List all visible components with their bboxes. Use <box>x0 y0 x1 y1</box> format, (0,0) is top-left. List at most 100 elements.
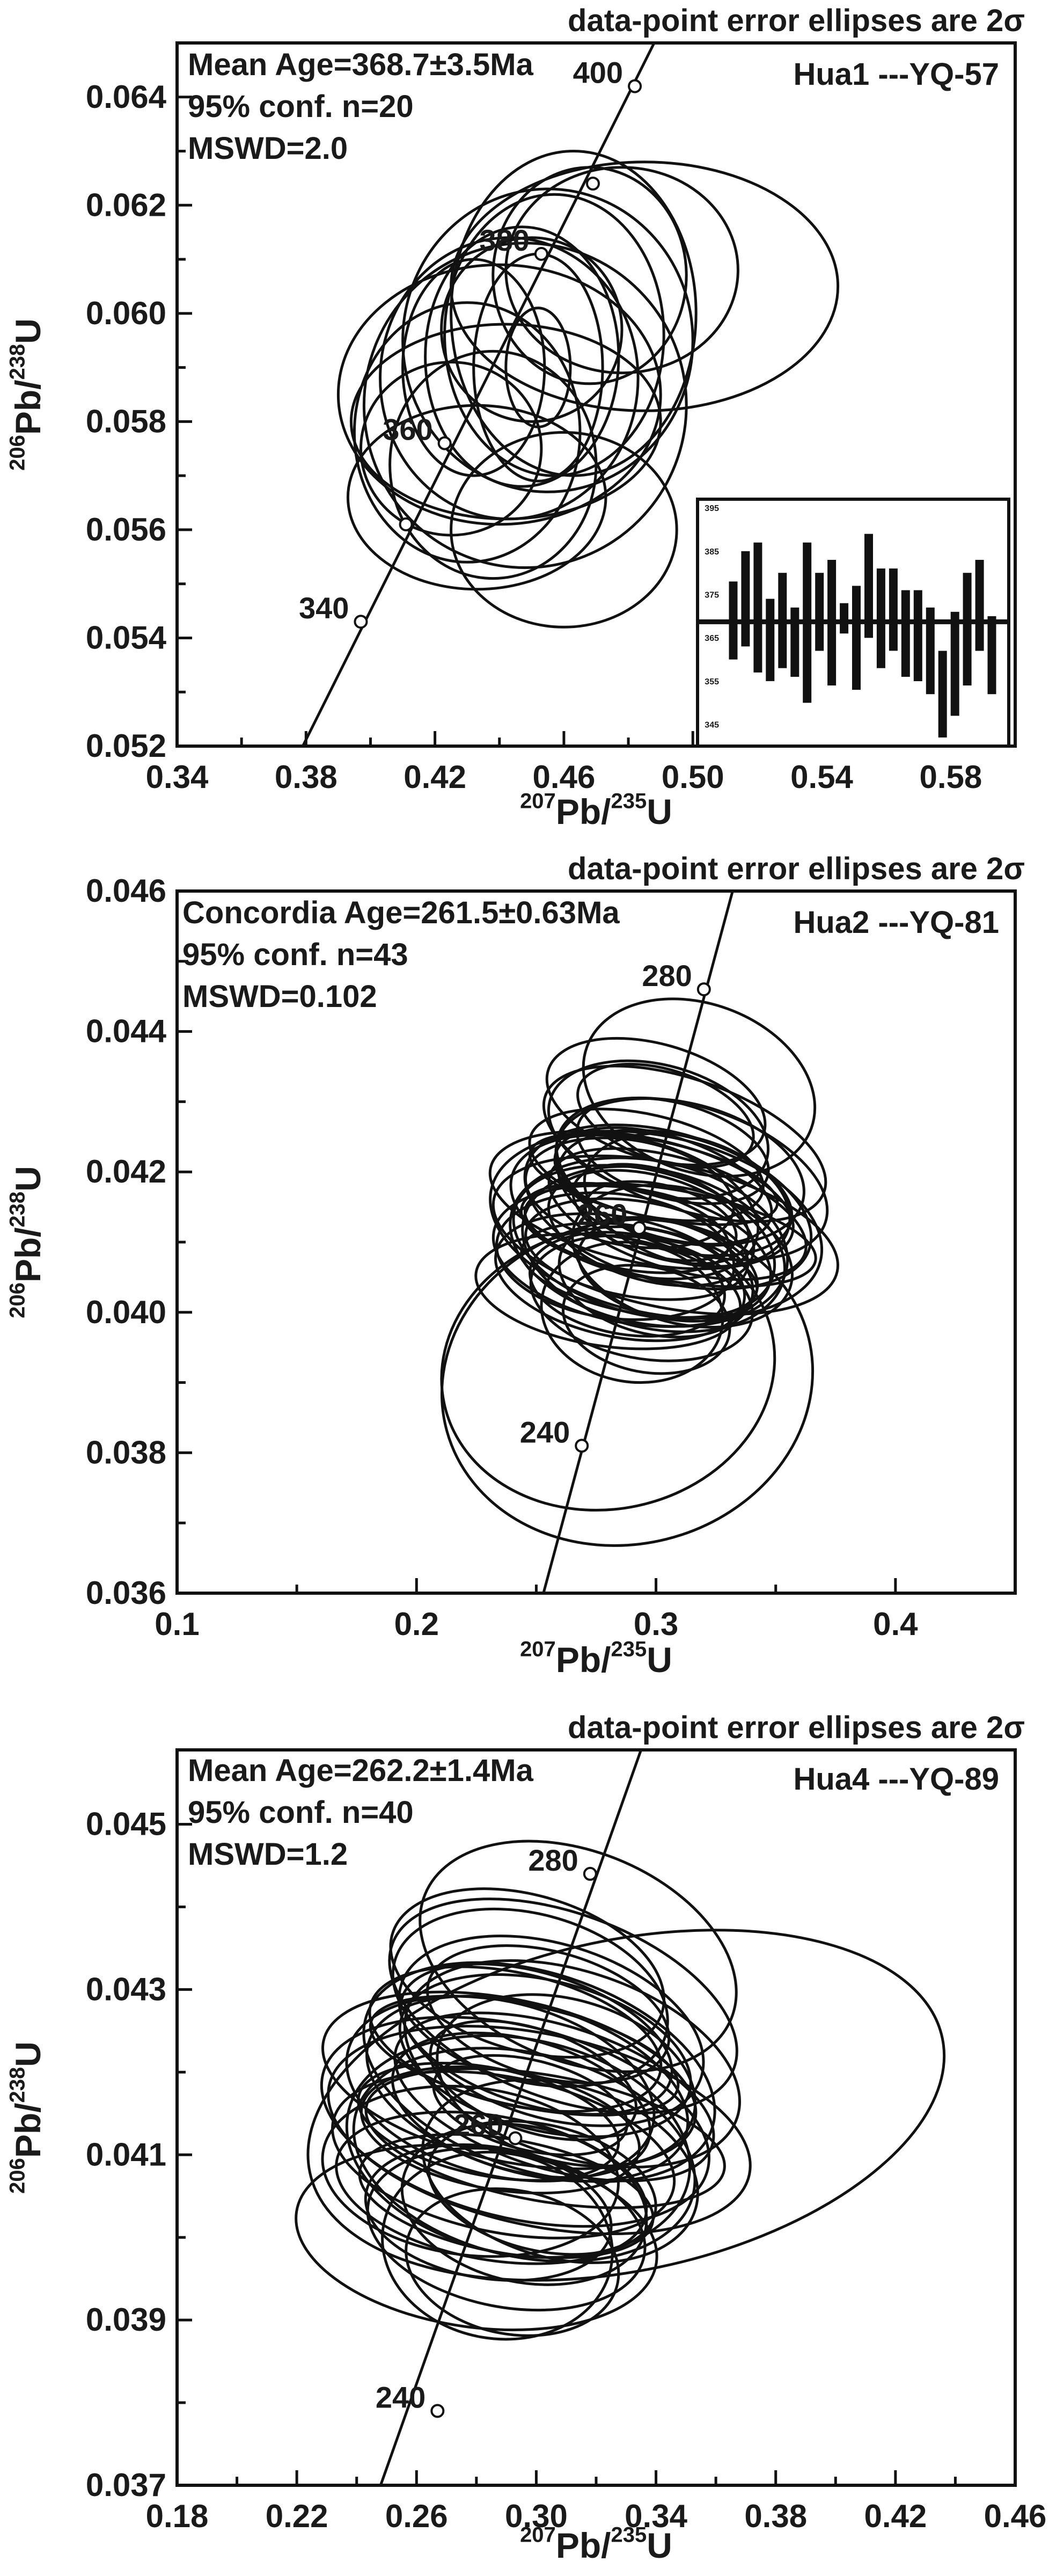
stat-line: 95% conf. n=20 <box>188 89 414 124</box>
x-tick-label: 0.2 <box>394 1606 439 1642</box>
sample-label: Hua2 ---YQ-81 <box>793 905 999 940</box>
chart-note: data-point error ellipses are 2σ <box>568 3 1025 38</box>
y-tick-label: 0.045 <box>86 1806 166 1842</box>
error-ellipse <box>357 2062 620 2182</box>
stat-line: 95% conf. n=40 <box>188 1795 414 1830</box>
error-ellipse <box>327 2025 752 2236</box>
concordia-age-label: 380 <box>479 223 529 257</box>
error-ellipse <box>492 166 688 385</box>
inset-bar <box>815 573 824 651</box>
error-ellipse <box>321 1990 698 2170</box>
y-tick-label: 0.040 <box>86 1294 166 1330</box>
error-ellipse <box>529 1234 754 1362</box>
error-ellipse <box>362 242 688 569</box>
error-ellipse <box>582 997 817 1178</box>
inset-bar <box>864 534 873 638</box>
error-ellipse <box>405 2187 620 2337</box>
inset-bar <box>901 590 910 677</box>
error-ellipse <box>571 1184 794 1329</box>
inset-bar <box>741 551 750 647</box>
error-ellipse <box>364 2143 613 2282</box>
y-tick-label: 0.060 <box>86 295 166 331</box>
x-tick-label: 0.54 <box>790 759 853 795</box>
concordia-age-marker <box>585 177 600 191</box>
y-tick-label: 0.052 <box>86 728 166 764</box>
concordia-age-marker <box>575 1439 589 1453</box>
error-ellipse <box>440 236 623 423</box>
error-ellipse <box>336 263 662 526</box>
x-tick-label: 0.22 <box>266 2498 328 2534</box>
error-ellipse <box>331 2070 676 2239</box>
concordia-age-marker <box>583 1866 597 1881</box>
error-ellipse <box>495 1191 736 1321</box>
error-ellipse <box>547 1059 770 1200</box>
inset-bar <box>913 590 922 681</box>
error-ellipse <box>388 349 598 580</box>
concordia-age-marker <box>508 2131 523 2146</box>
error-ellipse <box>429 2019 637 2142</box>
inset-bar <box>790 607 799 677</box>
inset-bar <box>753 542 762 673</box>
inset-bar <box>766 599 775 681</box>
chart-panel-hua2: 240 260 280 0.1 0.2 0.3 0.4 0.036 0.038 0.040 0.04… <box>5 851 1025 1680</box>
y-tick-label: 0.064 <box>86 79 167 115</box>
error-ellipse <box>529 1231 726 1338</box>
x-tick-label: 0.58 <box>919 759 982 795</box>
stat-line: MSWD=2.0 <box>188 131 348 166</box>
x-axis-label: 207Pb/235U <box>520 2523 672 2565</box>
inset-bar <box>926 607 935 695</box>
stat-line: MSWD=1.2 <box>188 1837 348 1872</box>
inset-bar <box>840 603 849 634</box>
error-ellipse <box>306 1929 946 2282</box>
x-tick-label: 0.18 <box>146 2498 209 2534</box>
y-axis-label: 206Pb/238U <box>5 318 48 471</box>
concordia-age-label: 360 <box>383 413 432 447</box>
x-tick-label: 0.30 <box>505 2498 568 2534</box>
x-axis-label: 207Pb/235U <box>520 789 672 831</box>
inset-bar <box>889 568 898 651</box>
inset-bar <box>876 568 885 668</box>
error-ellipse <box>443 193 665 477</box>
error-ellipse <box>398 1935 705 2127</box>
inset-tick-label: 395 <box>705 504 719 513</box>
ellipse-group <box>440 997 839 1547</box>
concordia-age-marker <box>632 1221 647 1235</box>
sample-label: Hua4 ---YQ-89 <box>793 1762 999 1797</box>
x-axis-label: 207Pb/235U <box>520 1637 672 1680</box>
inset-bar <box>975 560 984 651</box>
inset-bar <box>987 616 996 695</box>
stat-line: Concordia Age=261.5±0.63Ma <box>182 895 620 930</box>
y-tick-label: 0.046 <box>86 873 166 909</box>
inset-tick-label: 365 <box>705 634 719 643</box>
stat-line: Mean Age=368.7±3.5Ma <box>188 47 534 82</box>
inset-tick-label: 385 <box>705 548 719 557</box>
chart-panel-hua1: 340 360 380 400 0.34 0.38 0.42 0.46 0.50 0.54 0.58… <box>5 3 1025 831</box>
concordia-curve <box>379 1750 643 2485</box>
error-ellipse <box>524 1136 735 1250</box>
inset-bar <box>938 651 947 738</box>
concordia-age-marker <box>696 982 711 997</box>
x-tick-label: 0.1 <box>155 1606 199 1642</box>
x-tick-label: 0.38 <box>275 759 338 795</box>
y-tick-label: 0.054 <box>86 619 167 655</box>
inset-tick-label: 375 <box>705 591 719 600</box>
error-ellipse <box>440 1218 815 1547</box>
concordia-group <box>302 43 656 746</box>
error-ellipse <box>436 1993 697 2168</box>
y-tick-label: 0.056 <box>86 512 166 548</box>
concordia-age-label: 280 <box>528 1843 578 1877</box>
concordia-age-label: 260 <box>577 1198 627 1231</box>
y-tick-label: 0.041 <box>86 2136 166 2172</box>
x-tick-label: 0.3 <box>634 1606 678 1642</box>
error-ellipse <box>388 1898 738 2115</box>
error-ellipse <box>366 2147 647 2312</box>
sample-label: Hua1 ---YQ-57 <box>793 57 999 92</box>
error-ellipse <box>583 1132 791 1268</box>
inset-bar <box>852 586 861 690</box>
y-tick-label: 0.039 <box>86 2302 166 2338</box>
concordia-age-label: 260 <box>453 2107 503 2141</box>
x-tick-label: 0.34 <box>146 759 209 795</box>
error-ellipse <box>427 2120 657 2256</box>
error-ellipse <box>391 1907 669 2088</box>
x-tick-label: 0.42 <box>404 759 466 795</box>
